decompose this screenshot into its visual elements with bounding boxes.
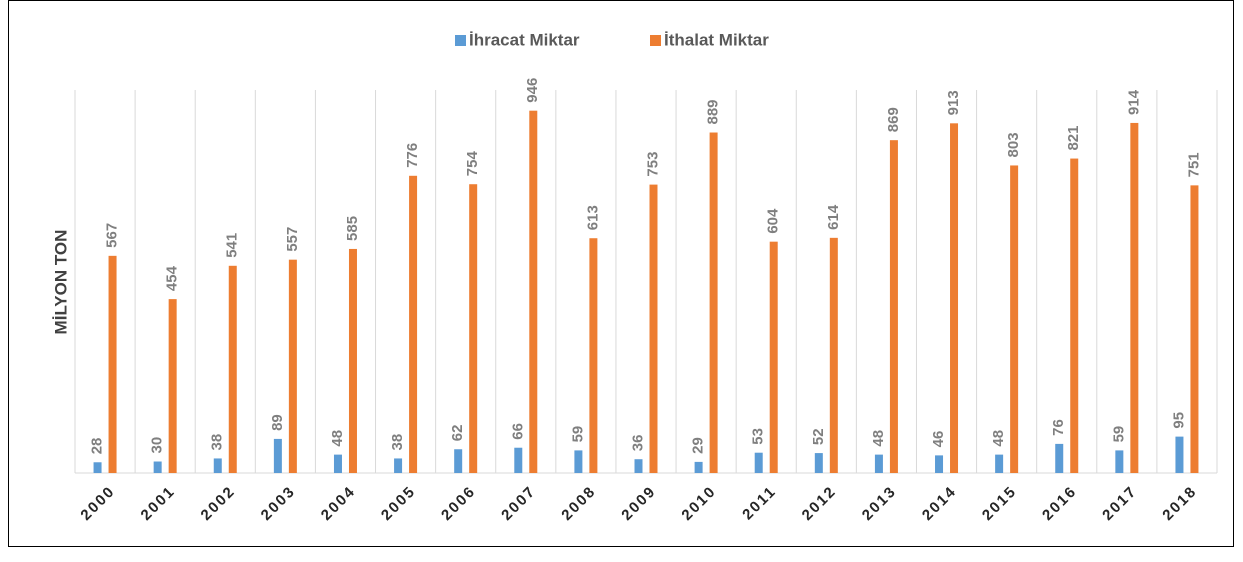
bar: [454, 449, 463, 473]
value-label: 541: [224, 233, 241, 258]
value-label: 48: [329, 430, 346, 447]
legend-swatch: [455, 35, 466, 46]
value-label: 803: [1005, 132, 1022, 157]
value-label: 753: [644, 152, 661, 177]
value-label: 821: [1065, 126, 1082, 151]
value-label: 52: [810, 428, 827, 445]
frame: [8, 0, 1234, 547]
value-label: 751: [1185, 152, 1202, 177]
bar: [634, 459, 643, 473]
legend-swatch: [650, 35, 661, 46]
bar: [168, 299, 177, 473]
bar: [889, 140, 898, 473]
bar: [1115, 450, 1124, 473]
bar: [348, 248, 357, 473]
bar: [995, 454, 1004, 473]
value-label: 76: [1050, 419, 1067, 436]
bar: [108, 255, 117, 473]
bar: [769, 241, 778, 473]
legend: İhracat Miktar İthalat Miktar: [455, 30, 769, 49]
value-label: 454: [164, 265, 181, 291]
value-label: 59: [1110, 426, 1127, 443]
bar: [950, 123, 959, 474]
bar: [273, 438, 282, 473]
bar: [153, 461, 162, 473]
value-label: 604: [765, 208, 782, 234]
value-label: 48: [990, 430, 1007, 447]
legend-label: İthalat Miktar: [664, 30, 769, 49]
value-label: 754: [464, 151, 481, 177]
value-label: 30: [149, 437, 166, 454]
bar: [829, 237, 838, 473]
bar: [754, 452, 763, 473]
legend-label: İhracat Miktar: [469, 30, 580, 49]
value-label: 567: [104, 223, 121, 248]
bar: [649, 184, 658, 473]
value-label: 914: [1125, 89, 1142, 115]
bar: [709, 132, 718, 473]
bar: [589, 238, 598, 473]
bar: [228, 265, 237, 473]
bar: [874, 454, 883, 473]
bar: [694, 461, 703, 473]
bar: [1130, 122, 1139, 474]
bar: [935, 455, 944, 473]
value-label: 38: [209, 434, 226, 451]
value-label: 53: [750, 428, 767, 445]
bar: [333, 454, 342, 473]
value-label: 38: [389, 434, 406, 451]
value-label: 48: [870, 430, 887, 447]
bar: [394, 458, 403, 473]
value-label: 776: [404, 143, 421, 168]
value-label: 614: [825, 204, 842, 230]
value-label: 946: [524, 78, 541, 103]
value-label: 59: [569, 426, 586, 443]
value-label: 28: [89, 438, 106, 455]
bar: [1190, 185, 1199, 473]
value-label: 46: [930, 431, 947, 448]
bar: [514, 447, 523, 473]
bar: [213, 458, 222, 473]
bar: [1070, 158, 1079, 473]
bar: [288, 259, 297, 473]
value-label: 89: [269, 414, 286, 431]
value-label: 36: [629, 435, 646, 452]
bar: [409, 175, 418, 474]
value-label: 62: [449, 425, 466, 442]
bar: [814, 453, 823, 473]
bar: [529, 110, 538, 473]
value-label: 29: [690, 437, 707, 454]
bar: [93, 462, 102, 473]
value-label: 913: [945, 90, 962, 115]
y-axis-label: MİLYON TON: [51, 230, 70, 335]
bar: [574, 450, 583, 473]
bar: [1010, 165, 1019, 474]
value-label: 557: [284, 227, 301, 252]
value-label: 889: [705, 99, 722, 124]
value-label: 66: [509, 423, 526, 440]
value-label: 95: [1170, 412, 1187, 429]
value-label: 613: [584, 205, 601, 230]
bar: [469, 184, 478, 473]
bar: [1175, 436, 1184, 473]
bar: [1055, 443, 1064, 473]
value-label: 585: [344, 216, 361, 241]
value-label: 869: [885, 107, 902, 132]
